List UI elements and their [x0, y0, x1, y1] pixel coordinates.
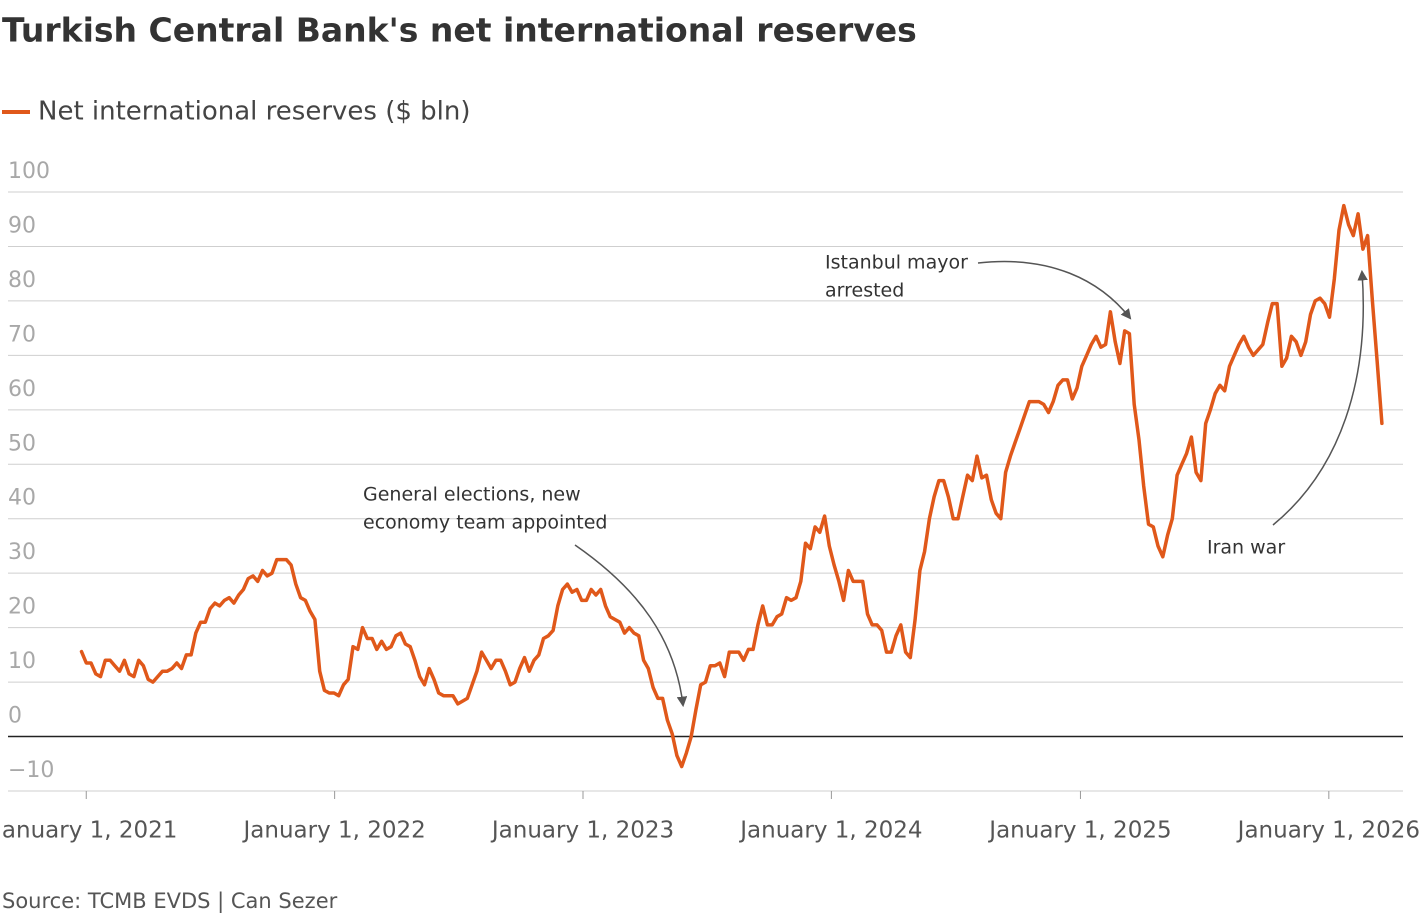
x-tick-label: January 1, 2023: [490, 818, 674, 844]
annotation: arrested: [825, 280, 904, 302]
annotation: General elections, new: [363, 484, 581, 506]
x-tick-label: January 1, 2022: [241, 818, 425, 844]
y-tick-label: 70: [8, 322, 36, 347]
y-tick-label: 30: [8, 540, 36, 565]
annotation-arrow: [574, 544, 688, 708]
data-line: [79, 203, 1384, 769]
chart-title: Turkish Central Bank's net international…: [2, 11, 917, 50]
y-tick-label: 50: [8, 431, 36, 456]
source: Source: TCMB EVDS | Can Sezer: [2, 889, 338, 914]
y-tick-label: 10: [8, 649, 36, 674]
y-tick-label: 90: [8, 213, 36, 238]
legend-label: Net international reserves ($ bln): [38, 97, 471, 127]
y-tick-label: 100: [8, 159, 50, 184]
y-tick-label: −10: [8, 758, 54, 783]
annotation: Iran war: [1207, 537, 1285, 559]
y-tick-label: 0: [8, 704, 22, 729]
annotation: economy team appointed: [363, 512, 607, 534]
x-tick-label: January 1, 2025: [987, 818, 1171, 844]
x-tick-label: January 1, 2021: [0, 818, 177, 844]
y-tick-label: 20: [8, 595, 36, 620]
y-tick-label: 80: [8, 268, 36, 293]
x-tick-label: January 1, 2026: [1236, 818, 1420, 844]
y-tick-label: 40: [8, 486, 36, 511]
annotation: Istanbul mayor: [825, 252, 968, 274]
y-tick-label: 60: [8, 377, 36, 402]
annotation-arrow: [1272, 269, 1368, 526]
annotation-arrow: [977, 260, 1132, 320]
x-tick-label: January 1, 2024: [738, 818, 922, 844]
